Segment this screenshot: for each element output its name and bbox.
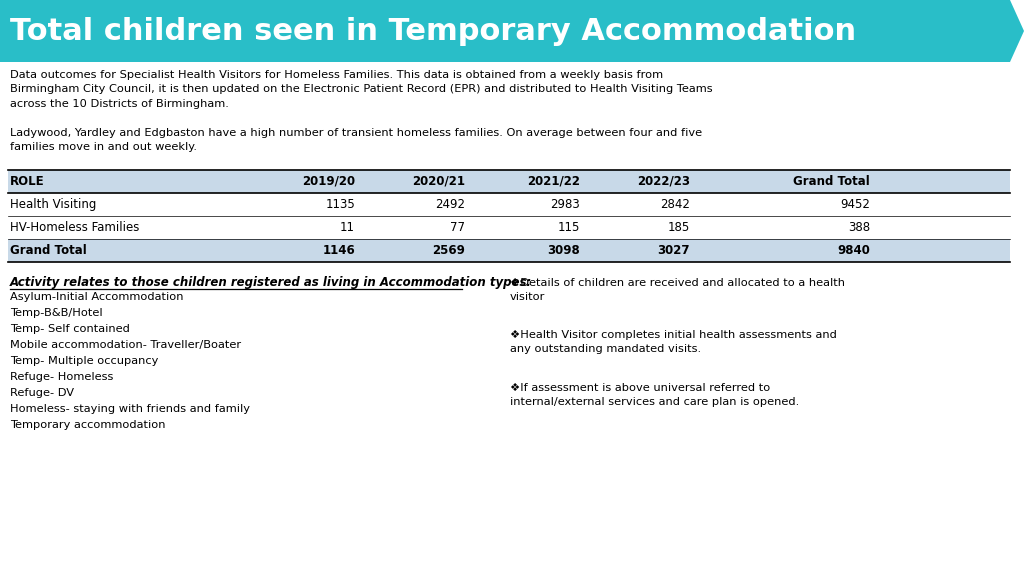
Text: Temporary accommodation: Temporary accommodation bbox=[10, 420, 166, 430]
Text: 11: 11 bbox=[340, 221, 355, 234]
Text: 9840: 9840 bbox=[838, 244, 870, 257]
Text: Total children seen in Temporary Accommodation: Total children seen in Temporary Accommo… bbox=[10, 17, 856, 46]
Text: Health Visiting: Health Visiting bbox=[10, 198, 96, 211]
FancyBboxPatch shape bbox=[8, 170, 1010, 193]
Text: ❖Health Visitor completes initial health assessments and
any outstanding mandate: ❖Health Visitor completes initial health… bbox=[510, 330, 837, 354]
Text: ROLE: ROLE bbox=[10, 175, 45, 188]
Text: HV-Homeless Families: HV-Homeless Families bbox=[10, 221, 139, 234]
Text: 77: 77 bbox=[450, 221, 465, 234]
FancyBboxPatch shape bbox=[8, 239, 1010, 262]
Text: ❖Details of children are received and allocated to a health
visitor: ❖Details of children are received and al… bbox=[510, 278, 845, 302]
Text: 1146: 1146 bbox=[323, 244, 355, 257]
Text: 2983: 2983 bbox=[550, 198, 580, 211]
Text: Mobile accommodation- Traveller/Boater: Mobile accommodation- Traveller/Boater bbox=[10, 340, 241, 350]
Text: 2021/22: 2021/22 bbox=[527, 175, 580, 188]
Text: 388: 388 bbox=[848, 221, 870, 234]
Text: Grand Total: Grand Total bbox=[794, 175, 870, 188]
Text: ❖If assessment is above universal referred to
internal/external services and car: ❖If assessment is above universal referr… bbox=[510, 383, 800, 407]
Text: 9452: 9452 bbox=[840, 198, 870, 211]
Polygon shape bbox=[0, 0, 1024, 62]
FancyBboxPatch shape bbox=[8, 216, 1010, 239]
Text: Data outcomes for Specialist Health Visitors for Homeless Families. This data is: Data outcomes for Specialist Health Visi… bbox=[10, 70, 713, 109]
Text: Homeless- staying with friends and family: Homeless- staying with friends and famil… bbox=[10, 404, 250, 414]
Text: Asylum-Initial Accommodation: Asylum-Initial Accommodation bbox=[10, 292, 183, 302]
Text: 2842: 2842 bbox=[660, 198, 690, 211]
Text: Grand Total: Grand Total bbox=[10, 244, 87, 257]
Text: 3027: 3027 bbox=[657, 244, 690, 257]
Text: 115: 115 bbox=[558, 221, 580, 234]
Text: 2022/23: 2022/23 bbox=[637, 175, 690, 188]
Text: 1135: 1135 bbox=[326, 198, 355, 211]
Text: Temp- Multiple occupancy: Temp- Multiple occupancy bbox=[10, 356, 159, 366]
Text: 2020/21: 2020/21 bbox=[412, 175, 465, 188]
Text: Ladywood, Yardley and Edgbaston have a high number of transient homeless familie: Ladywood, Yardley and Edgbaston have a h… bbox=[10, 128, 702, 153]
FancyBboxPatch shape bbox=[8, 193, 1010, 216]
Text: 2019/20: 2019/20 bbox=[302, 175, 355, 188]
Text: 2492: 2492 bbox=[435, 198, 465, 211]
Text: 2569: 2569 bbox=[432, 244, 465, 257]
Text: 3098: 3098 bbox=[547, 244, 580, 257]
Text: Refuge- Homeless: Refuge- Homeless bbox=[10, 372, 114, 382]
Text: 185: 185 bbox=[668, 221, 690, 234]
Text: Temp- Self contained: Temp- Self contained bbox=[10, 324, 130, 334]
Text: Activity relates to those children registered as living in Accommodation types:: Activity relates to those children regis… bbox=[10, 276, 532, 289]
Text: Refuge- DV: Refuge- DV bbox=[10, 388, 74, 398]
Text: Temp-B&B/Hotel: Temp-B&B/Hotel bbox=[10, 308, 102, 318]
